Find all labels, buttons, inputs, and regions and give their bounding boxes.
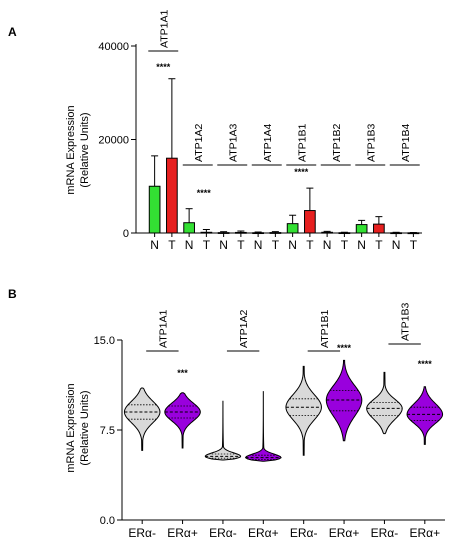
panel-b-violin: [366, 371, 403, 435]
panel-b-violin: [244, 391, 282, 462]
panel-a-significance: ****: [294, 167, 309, 177]
panel-b-violin: [164, 392, 201, 449]
panel-b-violin: [123, 387, 161, 451]
panel-b-significance: ****: [418, 359, 433, 369]
panel-a-x-tick-label: T: [306, 238, 314, 252]
panel-a-bar: [166, 157, 178, 234]
panel-a-bar: [200, 231, 213, 234]
panel-a-ylabel: mRNA Expression (Relative Units): [65, 105, 91, 194]
panel-a-ylabel-line-2: (Relative Units): [79, 112, 91, 187]
panel-a-x-tick-label: T: [375, 238, 383, 252]
panel-b-x-tick-label: ERα+: [329, 526, 360, 540]
panel-a-x-tick-label: N: [254, 238, 263, 252]
panel-b-significance: ***: [177, 368, 188, 378]
panel-a-gene-label: ATP1A2: [193, 124, 205, 162]
panel-a-x-tick-label: T: [410, 238, 418, 252]
panel-a-x-tick-label: N: [219, 238, 228, 252]
panel-b-x-tick-label: ERα+: [248, 526, 279, 540]
panel-b-gene-label: ATP1B1: [319, 310, 331, 348]
panel-a-gene-label: ATP1B3: [365, 124, 377, 162]
panel-a-gene-label: ATP1A3: [227, 124, 239, 162]
panel-b-gene-label: ATP1A2: [238, 310, 250, 348]
panel-a-y-tick-label: 20000: [98, 135, 129, 147]
panel-b-violin: [406, 386, 444, 445]
panel-a-x-tick-label: N: [288, 238, 297, 252]
panel-a-gene-label: ATP1A4: [262, 124, 274, 162]
panel-b-ylabel: mRNA Expression (Relative Units): [65, 383, 91, 472]
panel-a-x-tick-label: T: [341, 238, 349, 252]
panel-a-significance: ****: [156, 62, 171, 72]
panel-a-bar: [286, 223, 299, 234]
panel-b-x-tick-label: ERα+: [410, 526, 441, 540]
panel-b-violin: [204, 400, 242, 461]
panel-label-b: B: [8, 287, 17, 301]
panel-a-x-tick-label: T: [168, 238, 176, 252]
panel-b-y-tick-label: 15.0: [94, 335, 115, 347]
panel-b-y-tick-label: 0.0: [100, 515, 115, 527]
panel-a-bar: [148, 185, 161, 234]
panel-a-x-tick-label: N: [150, 238, 159, 252]
panel-b-ylabel-line-1: mRNA Expression: [65, 383, 77, 472]
panel-a-x-tick-label: T: [272, 238, 280, 252]
panel-a-bar: [304, 210, 316, 234]
panel-b-violin: [285, 365, 322, 456]
panel-b-x-tick-label: ERα-: [128, 526, 156, 540]
panel-b-x-tick-label: ERα-: [290, 526, 318, 540]
panel-b-x-tick-label: ERα-: [371, 526, 399, 540]
panel-a-x-tick-label: N: [357, 238, 366, 252]
panel-a-bar: [183, 222, 195, 234]
panel-a-y-tick-label: 40000: [98, 41, 129, 53]
panel-label-a: A: [8, 25, 17, 39]
panel-a-x-tick-label: N: [392, 238, 401, 252]
panel-b-y-tick-label: 7.5: [100, 425, 115, 437]
panel-a-gene-label: ATP1A1: [158, 10, 170, 48]
panel-a-gene-label: ATP1B4: [400, 124, 412, 162]
panel-a-ylabel-line-1: mRNA Expression: [65, 105, 77, 194]
panel-b-plot: 0.0 7.5 15.0 ERα- ERα+ ERα- ERα+ ERα- ERα+ ERα- ER…: [94, 303, 445, 540]
panel-a-y-tick-label: 0: [123, 228, 129, 240]
panel-b-x-tick-label: ERα+: [167, 526, 198, 540]
panel-a-x-tick-label: T: [203, 238, 211, 252]
panel-a-bar: [373, 223, 385, 234]
panel-b-violin: [325, 359, 363, 442]
panel-b-significance: ****: [337, 343, 352, 353]
panel-a-gene-label: ATP1B2: [331, 124, 343, 162]
panel-b-gene-label: ATP1B3: [400, 303, 412, 341]
panel-a-significance: ****: [197, 188, 212, 198]
panel-a-x-tick-label: T: [237, 238, 245, 252]
panel-a-bar: [321, 231, 333, 234]
panel-b-x-tick-label: ERα-: [209, 526, 237, 540]
panel-a-bar: [355, 224, 368, 234]
panel-a-gene-label: ATP1B1: [296, 124, 308, 162]
panel-a-x-tick-label: N: [185, 238, 194, 252]
panel-b-gene-label: ATP1A1: [157, 310, 169, 348]
panel-a-x-tick-label: N: [323, 238, 332, 252]
panel-b-ylabel-line-2: (Relative Units): [79, 390, 91, 465]
